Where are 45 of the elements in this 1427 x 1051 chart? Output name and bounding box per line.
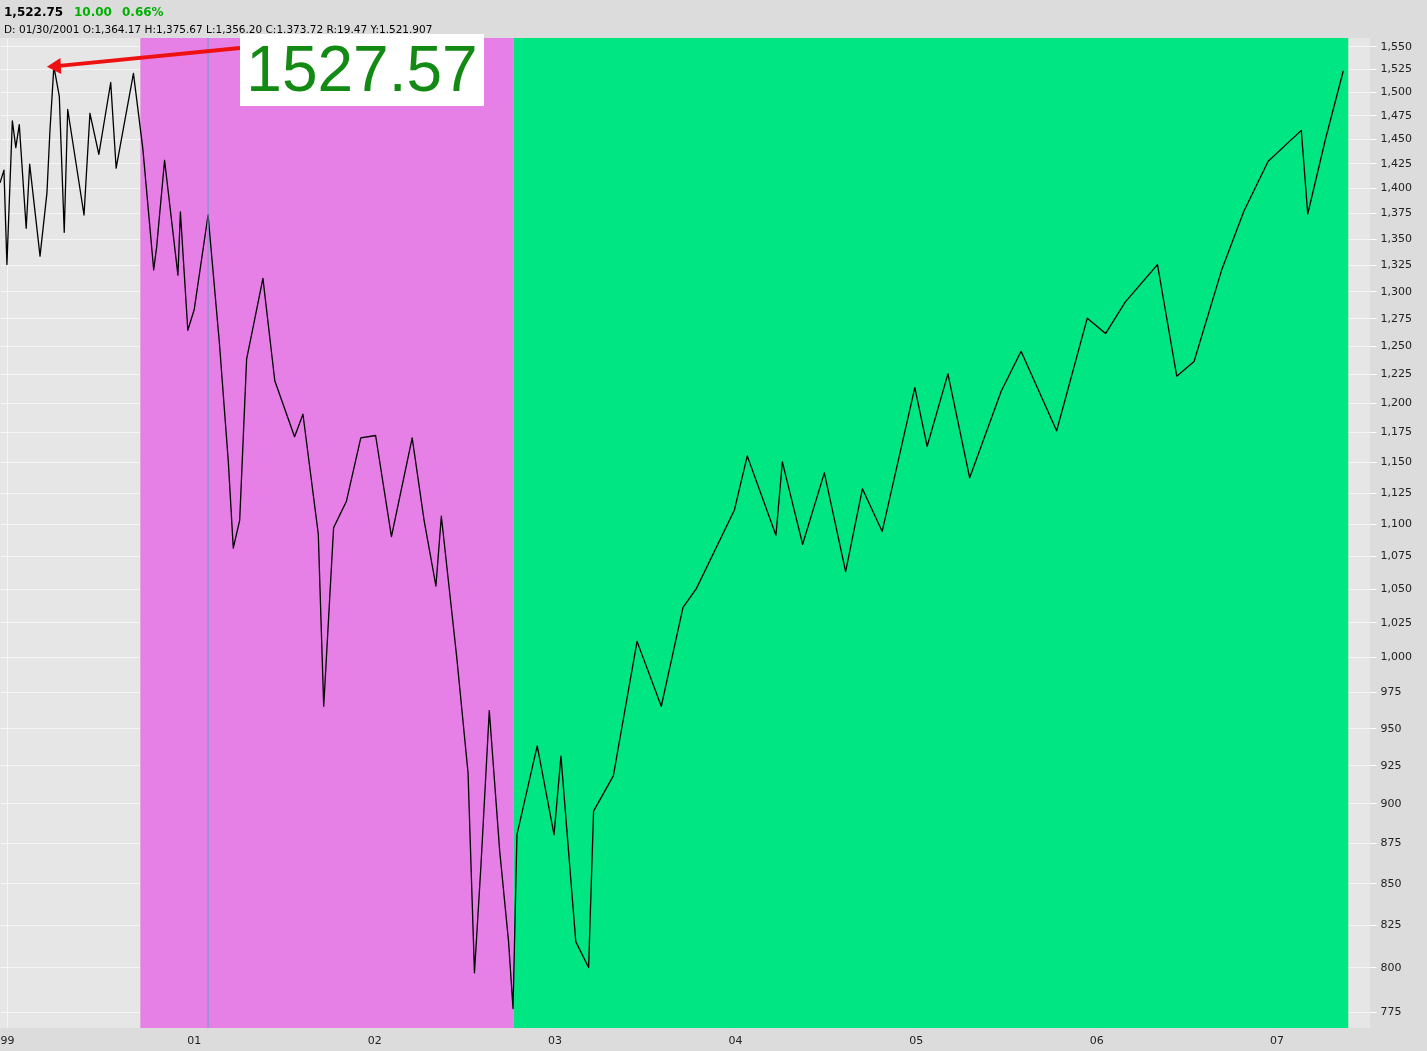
- x-tick-label: 06: [1089, 1033, 1104, 1047]
- y-tick-label: 1,075: [1380, 549, 1412, 563]
- y-tick-label: 1,350: [1380, 232, 1412, 246]
- y-tick-label: 1,275: [1380, 311, 1412, 325]
- y-tick-label: 1,225: [1380, 367, 1412, 381]
- y-tick-label: 1,125: [1380, 486, 1412, 500]
- text: 10.00: [74, 5, 112, 19]
- x-tick-label: 02: [367, 1033, 382, 1047]
- y-tick-label: 825: [1380, 918, 1402, 932]
- y-tick-label: 1,050: [1380, 582, 1412, 596]
- y-tick-label: 1,325: [1380, 258, 1412, 272]
- y-tick-label: 1,525: [1380, 62, 1412, 76]
- annotation: 1527.57: [246, 33, 478, 105]
- y-tick-label: 950: [1380, 721, 1402, 735]
- text: D: 01/30/2001 O:1,364.17 H:1,375.67 L:1,356.20 C:1.373.72 R:19.47 Y:1.521.907: [4, 23, 433, 35]
- y-tick-label: 1,250: [1380, 339, 1412, 353]
- y-tick-label: 875: [1380, 836, 1402, 850]
- y-tick-label: 1,200: [1380, 396, 1412, 410]
- y-tick-label: 1,150: [1380, 455, 1412, 469]
- x-tick-label: 04: [728, 1033, 743, 1047]
- y-tick-label: 1,300: [1380, 284, 1412, 298]
- y-tick-label: 1,475: [1380, 108, 1412, 122]
- y-tick-label: 1,375: [1380, 206, 1412, 220]
- y-tick-label: 850: [1380, 876, 1402, 890]
- y-tick-label: 975: [1380, 685, 1402, 699]
- y-tick-label: 800: [1380, 961, 1402, 974]
- x-tick-label: 07: [1270, 1033, 1285, 1047]
- y-tick-label: 900: [1380, 796, 1402, 810]
- y-tick-label: 925: [1380, 758, 1402, 772]
- x-tick-label: 01: [187, 1033, 202, 1047]
- x-tick-label: 99: [0, 1033, 15, 1047]
- y-tick-label: 1,450: [1380, 132, 1412, 146]
- text: 0.66%: [122, 5, 164, 19]
- y-tick-label: 775: [1380, 1005, 1402, 1019]
- y-tick-label: 1,550: [1380, 39, 1412, 53]
- y-tick-label: 1,100: [1380, 517, 1412, 531]
- x-tick-label: 03: [548, 1033, 563, 1047]
- y-tick-label: 1,500: [1380, 85, 1412, 99]
- y-tick-label: 1,000: [1380, 650, 1412, 664]
- text: 1,522.75: [4, 5, 64, 19]
- x-tick-label: 05: [909, 1033, 924, 1047]
- y-tick-label: 1,425: [1380, 156, 1412, 170]
- y-tick-label: 1,175: [1380, 425, 1412, 439]
- y-tick-label: 1,025: [1380, 615, 1412, 629]
- y-tick-label: 1,400: [1380, 181, 1412, 195]
